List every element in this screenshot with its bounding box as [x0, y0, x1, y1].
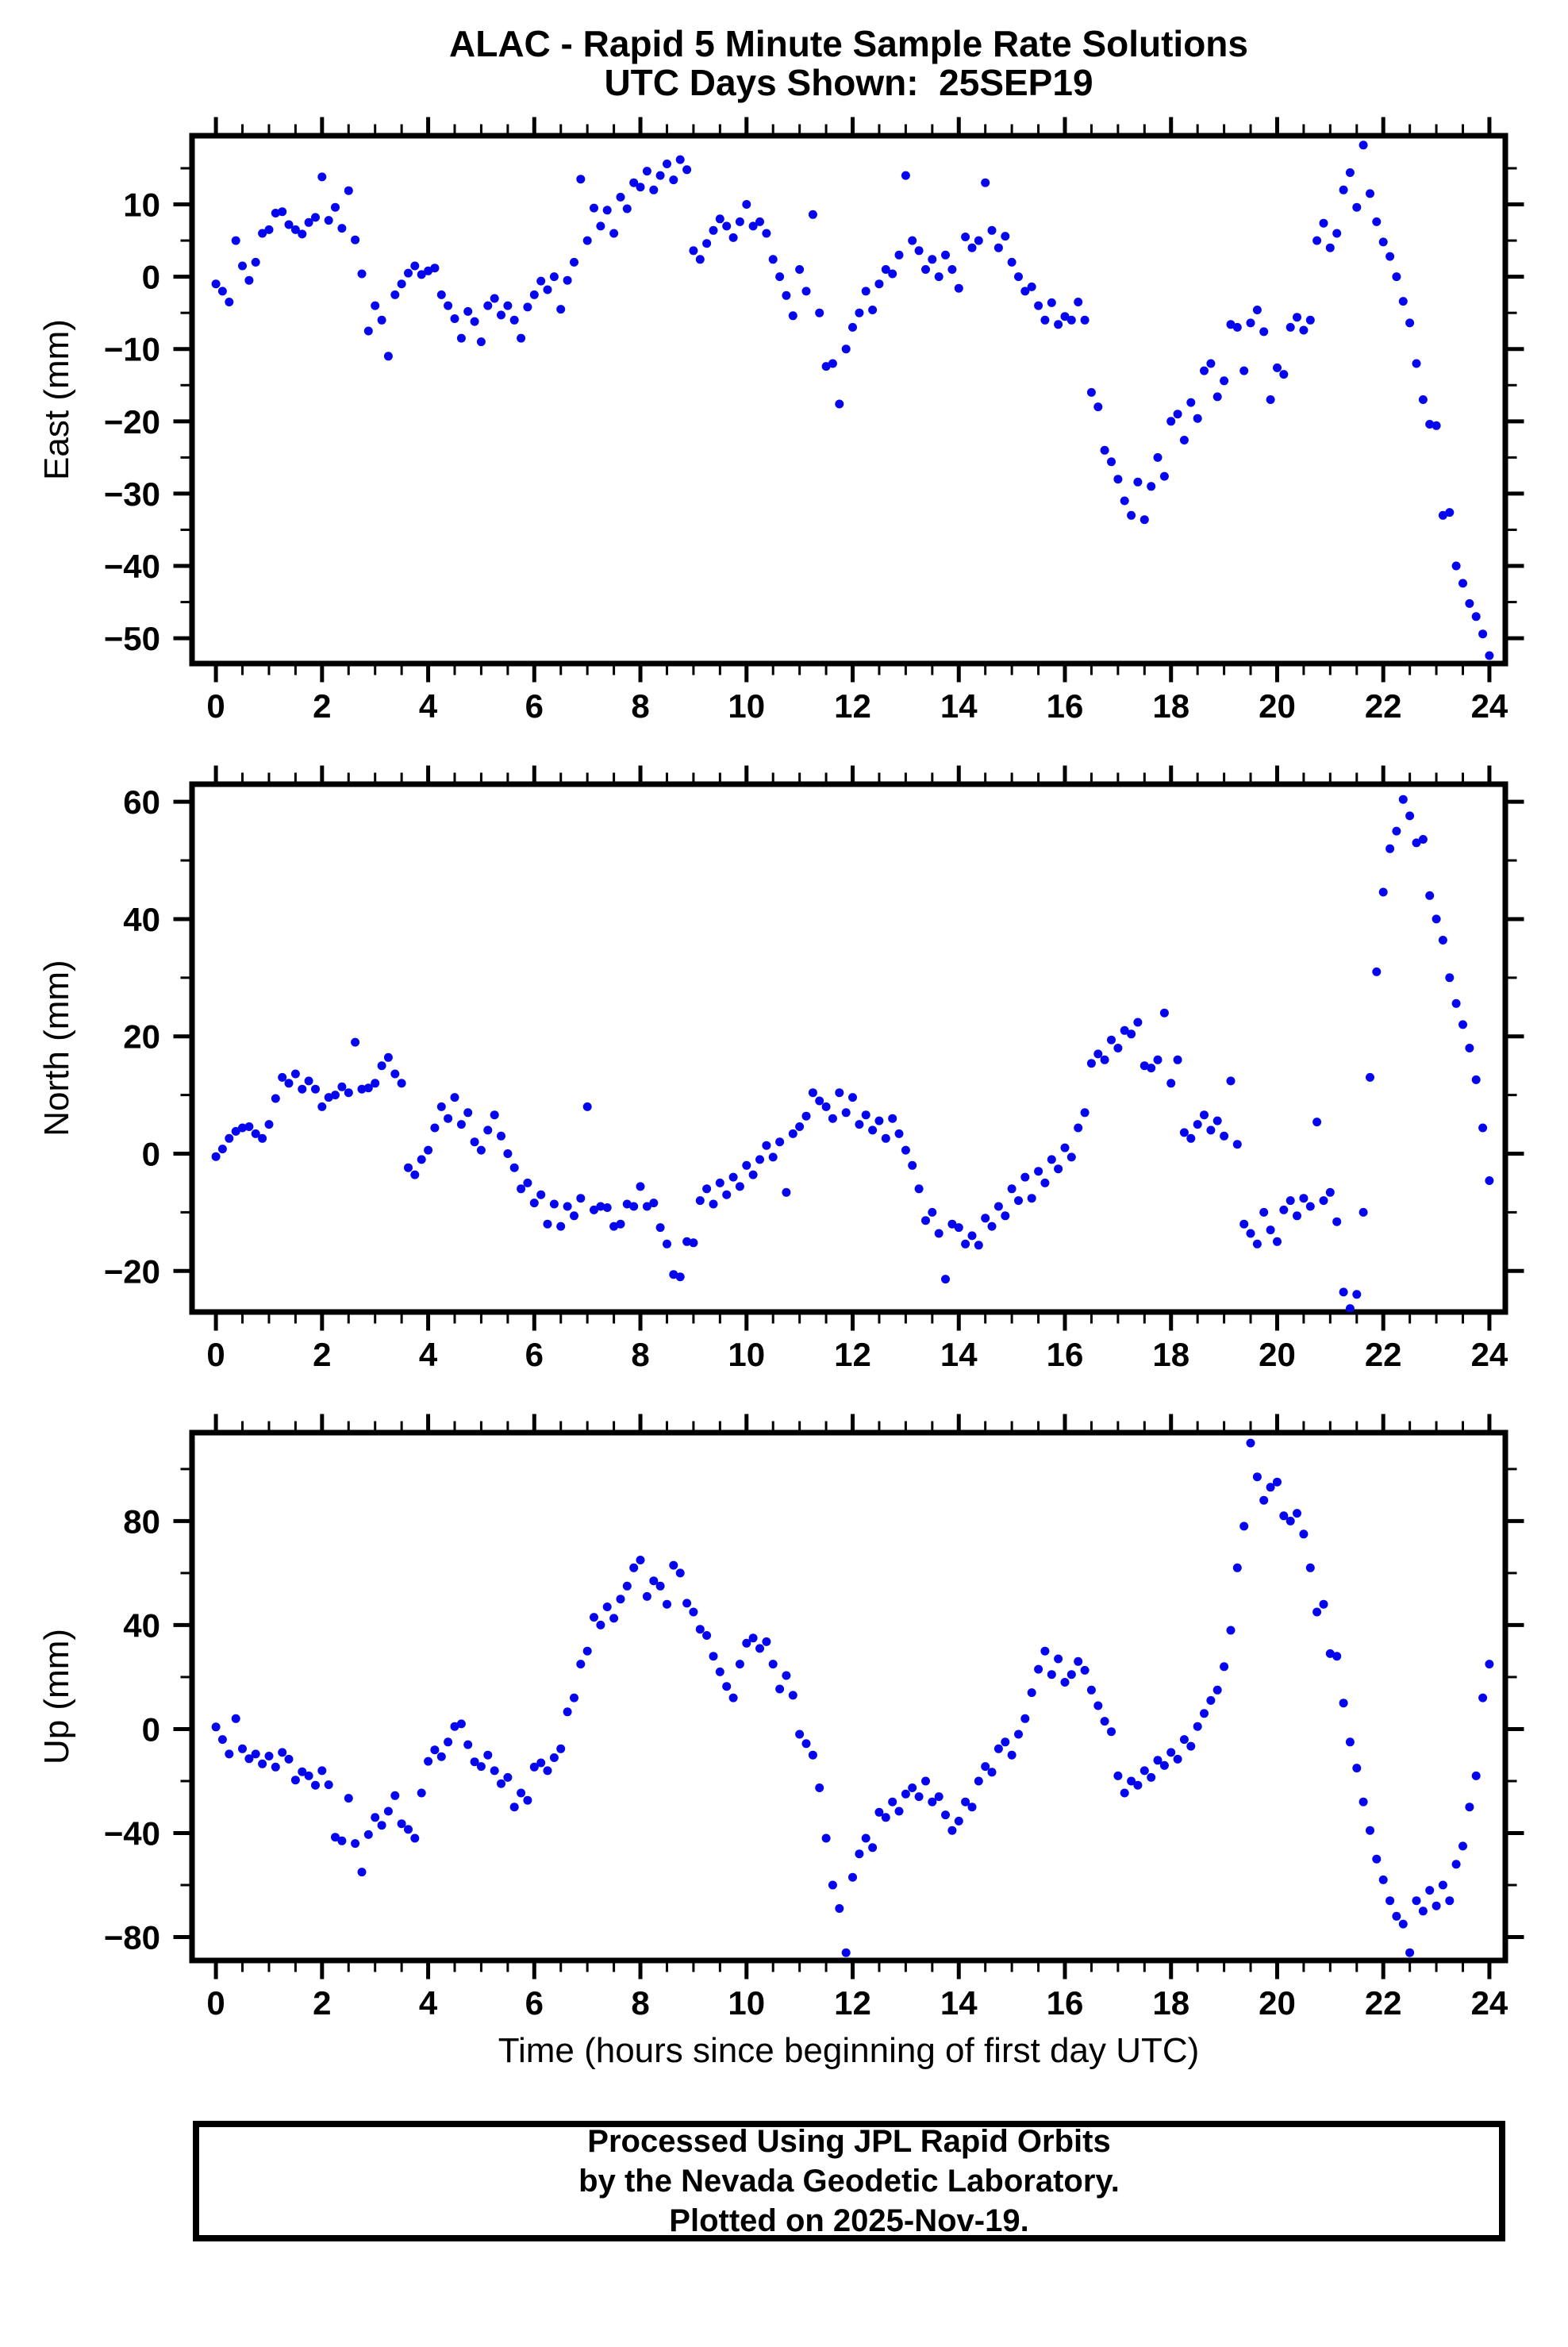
scatter-points — [211, 1438, 1494, 1957]
svg-text:6: 6 — [525, 1336, 544, 1373]
svg-text:20: 20 — [123, 1018, 160, 1056]
svg-text:22: 22 — [1365, 1336, 1402, 1373]
svg-text:20: 20 — [1259, 687, 1296, 725]
svg-text:−80: −80 — [104, 1919, 160, 1956]
footer-line2: by the Nevada Geodetic Laboratory. — [578, 2164, 1120, 2199]
svg-text:8: 8 — [631, 1336, 649, 1373]
svg-text:14: 14 — [940, 1336, 978, 1373]
svg-text:−20: −20 — [104, 403, 160, 441]
svg-text:0: 0 — [206, 1984, 225, 2022]
svg-text:10: 10 — [728, 687, 765, 725]
svg-text:80: 80 — [123, 1502, 160, 1540]
footer-line1: Processed Using JPL Rapid Orbits — [587, 2124, 1111, 2159]
x-tick-labels: 0 2 4 6 8 10 12 14 16 18 20 22 24 — [206, 1336, 1508, 1373]
plot-frame — [189, 781, 1508, 1315]
svg-text:24: 24 — [1471, 1336, 1508, 1373]
svg-text:8: 8 — [631, 687, 649, 725]
svg-text:22: 22 — [1365, 687, 1402, 725]
y-axis-label: North (mm) — [37, 960, 76, 1136]
y-tick-labels: 60 40 20 0 −20 — [104, 783, 160, 1290]
svg-text:20: 20 — [1259, 1984, 1296, 2022]
svg-text:60: 60 — [123, 783, 160, 821]
svg-text:18: 18 — [1152, 687, 1189, 725]
x-tick-labels: 0 2 4 6 8 10 12 14 16 18 20 22 24 — [206, 1984, 1508, 2022]
svg-text:−50: −50 — [104, 620, 160, 657]
svg-text:2: 2 — [313, 1984, 331, 2022]
footer-box: Processed Using JPL Rapid Orbits by the … — [193, 2121, 1505, 2241]
svg-text:−10: −10 — [104, 331, 160, 368]
svg-text:0: 0 — [206, 687, 225, 725]
svg-text:22: 22 — [1365, 1984, 1402, 2022]
svg-text:14: 14 — [940, 1984, 978, 2022]
svg-text:16: 16 — [1047, 687, 1084, 725]
scatter-points — [211, 795, 1494, 1312]
x-axis-title: Time (hours since beginning of first day… — [498, 2031, 1200, 2070]
chart-subtitle: UTC Days Shown: 25SEP19 — [604, 62, 1093, 103]
svg-text:10: 10 — [728, 1336, 765, 1373]
svg-text:0: 0 — [142, 1136, 160, 1173]
svg-text:16: 16 — [1047, 1984, 1084, 2022]
svg-text:40: 40 — [123, 901, 160, 938]
scatter-points — [211, 140, 1494, 660]
panel-east: 100−10−20−30−40−500 2 4 6 8 10 12 14 16 18 20 22 24E… — [37, 117, 1524, 725]
svg-text:0: 0 — [142, 259, 160, 296]
chart-title: ALAC - Rapid 5 Minute Sample Rate Soluti… — [449, 23, 1248, 64]
plot-frame — [189, 133, 1508, 667]
svg-text:2: 2 — [313, 1336, 331, 1373]
svg-text:18: 18 — [1152, 1984, 1189, 2022]
svg-text:16: 16 — [1047, 1336, 1084, 1373]
svg-text:12: 12 — [834, 1336, 871, 1373]
svg-text:12: 12 — [834, 687, 871, 725]
svg-text:−40: −40 — [104, 548, 160, 585]
svg-text:−40: −40 — [104, 1814, 160, 1852]
tick-marks — [173, 765, 1524, 1331]
svg-text:24: 24 — [1471, 1984, 1508, 2022]
svg-text:−30: −30 — [104, 475, 160, 513]
title-block: ALAC - Rapid 5 Minute Sample Rate Soluti… — [192, 24, 1505, 102]
y-tick-labels: 10 0 −10 −20 −30 −40 −50 — [104, 187, 160, 658]
svg-text:10: 10 — [728, 1984, 765, 2022]
y-tick-labels: 80 40 0 −40 −80 — [104, 1502, 160, 1956]
svg-text:0: 0 — [142, 1710, 160, 1748]
svg-text:6: 6 — [525, 687, 544, 725]
svg-text:8: 8 — [631, 1984, 649, 2022]
y-axis-label: Up (mm) — [37, 1629, 76, 1764]
plot-frame — [189, 1429, 1508, 1964]
x-tick-labels: 0 2 4 6 8 10 12 14 16 18 20 22 24 — [206, 687, 1508, 725]
svg-text:2: 2 — [313, 687, 331, 725]
svg-text:4: 4 — [419, 1984, 438, 2022]
svg-text:40: 40 — [123, 1606, 160, 1644]
svg-text:4: 4 — [419, 687, 438, 725]
svg-text:14: 14 — [940, 687, 978, 725]
svg-text:6: 6 — [525, 1984, 544, 2022]
svg-text:24: 24 — [1471, 687, 1508, 725]
svg-text:20: 20 — [1259, 1336, 1296, 1373]
y-axis-label: East (mm) — [37, 319, 76, 480]
svg-text:−20: −20 — [104, 1252, 160, 1290]
svg-text:18: 18 — [1152, 1336, 1189, 1373]
svg-text:10: 10 — [123, 187, 160, 224]
tick-marks — [173, 117, 1524, 683]
footer-line3: Plotted on 2025-Nov-19. — [669, 2203, 1029, 2238]
svg-text:12: 12 — [834, 1984, 871, 2022]
tick-marks — [173, 1414, 1524, 1980]
svg-text:4: 4 — [419, 1336, 438, 1373]
svg-text:0: 0 — [206, 1336, 225, 1373]
